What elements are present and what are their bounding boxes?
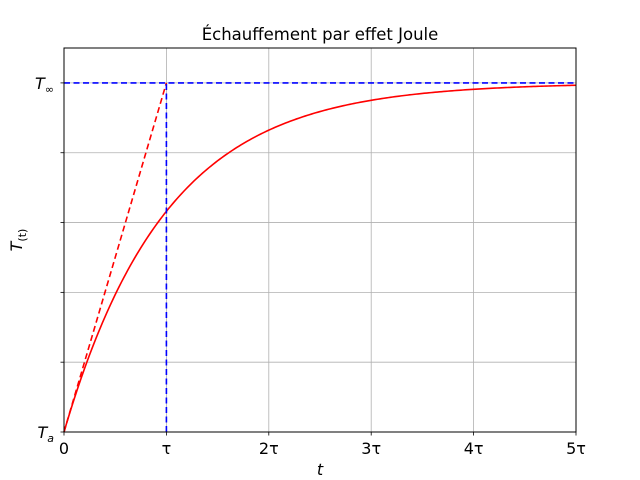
chart-title: Échauffement par effet Joule (202, 25, 439, 44)
x-axis-label: t (317, 460, 324, 479)
x-axis-label-base: t (317, 460, 324, 479)
y-axis-label-sub: (t) (16, 229, 29, 242)
x-tick-label: 2τ (259, 439, 279, 458)
y-tick-label: Ta (37, 423, 54, 445)
x-axis-ticks: 0 τ 2τ 3τ 4τ 5τ (59, 432, 586, 458)
x-tick-label: 5τ (566, 439, 586, 458)
y-axis-label-base: T (7, 240, 26, 251)
series-curve (63, 84, 577, 433)
series-tangent (63, 82, 168, 433)
y-axis-ticks: TaT∞ (35, 74, 64, 445)
y-tick-label-base: T (35, 74, 46, 93)
y-axis-label: T(t) (7, 229, 29, 252)
x-tick-label: 4τ (464, 439, 484, 458)
x-tick-label: 3τ (361, 439, 381, 458)
x-tick-label: 0 (59, 439, 69, 458)
y-tick-label-base: T (37, 423, 48, 442)
y-tick-label: T∞ (35, 74, 54, 96)
plot-area-frame (63, 47, 577, 433)
series-layer (63, 82, 577, 433)
y-tick-label-sub: a (47, 432, 54, 445)
x-tick-label: τ (162, 439, 172, 458)
y-tick-label-sub: ∞ (45, 83, 54, 96)
